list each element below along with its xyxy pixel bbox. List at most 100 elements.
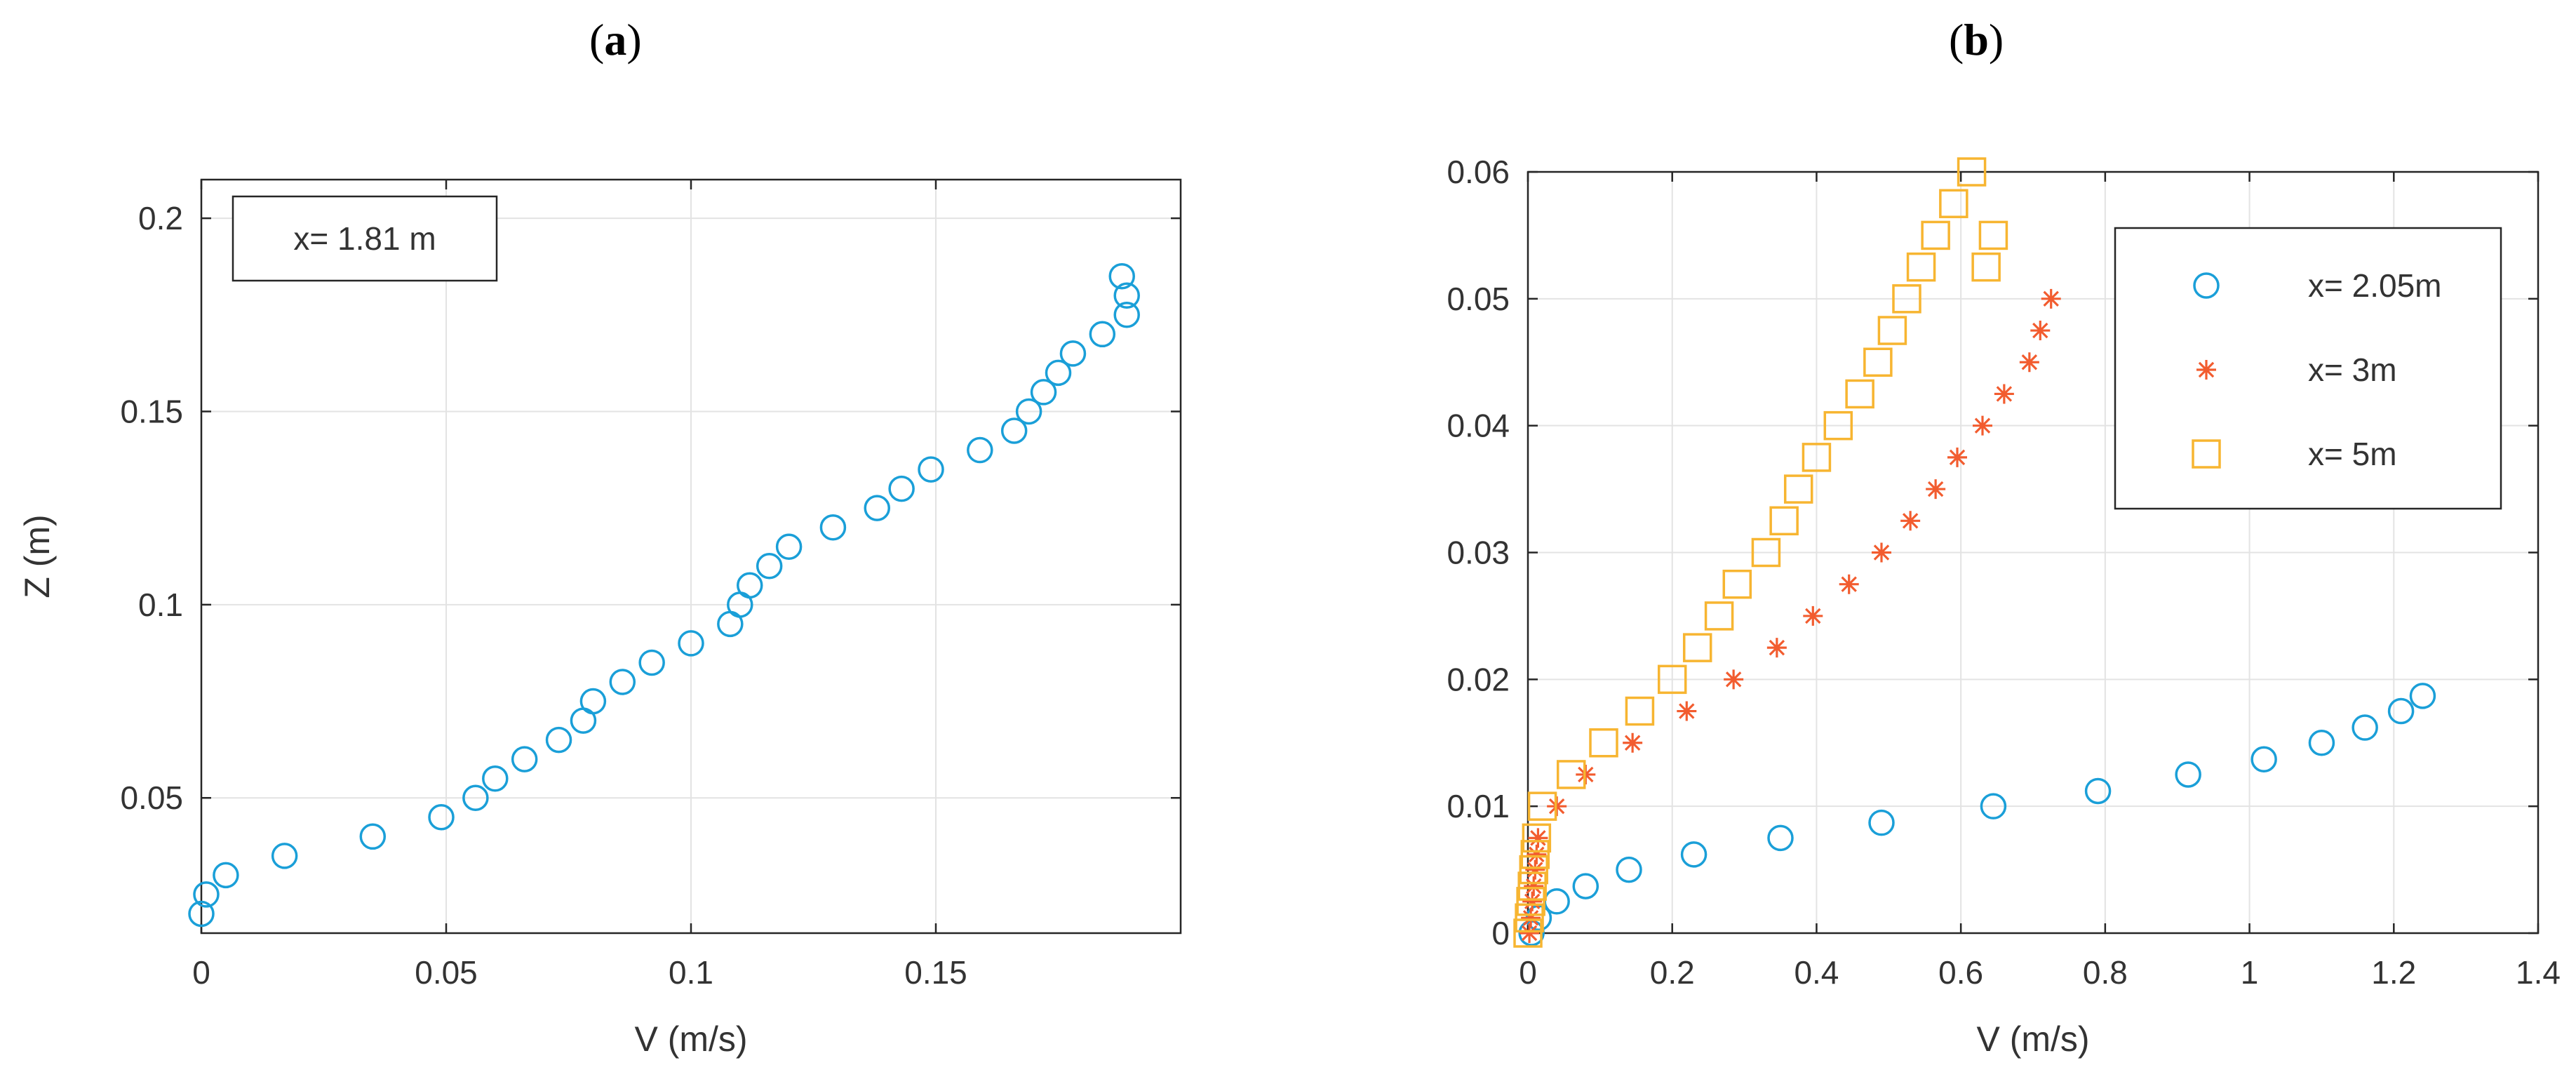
data-point [1802,443,1832,472]
data-point [1839,574,1859,594]
data-point [1556,760,1586,789]
series-x-5m [1513,157,2008,948]
data-point [1783,474,1813,504]
data-point [1524,876,1544,897]
data-point [1978,220,2008,250]
data-point [482,765,509,792]
data-point [2019,352,2039,373]
panel-label-b: (b) [1949,15,2004,65]
chart-a: 0 0.05 0.1 0.15 0.05 0.1 0.15 0.2 V (m/s) Z (m) x=… [18,178,1182,1059]
x-axis-label: V (m/s) [634,1019,747,1059]
series-x-2-05m [1518,683,2436,946]
data-point [1108,262,1135,290]
x-tick-label: 1.4 [2516,954,2561,991]
x-tick-label: 1.2 [2371,954,2416,991]
data-point [2250,746,2277,773]
x-tick-label: 0.6 [1938,954,1983,991]
series-a-0 [188,262,1140,928]
y-tick-label: 0.2 [138,200,183,236]
x-tick-label: 1 [2241,954,2259,991]
y-tick-label: 0.15 [120,393,183,429]
data-point [1513,918,1543,948]
data-point [1892,284,1921,314]
data-point [775,533,803,560]
data-point [1030,379,1057,406]
data-point [1000,417,1028,444]
annotation-text: x= 1.81 m [293,220,436,257]
chart-b: 0 0.2 0.4 0.6 0.8 1 1.2 1.4 0 0.01 0.02 0.03 0.04 0.0… [1447,154,2561,1059]
data-point [864,495,890,521]
data-point [1926,479,1946,500]
panel-letter-a: a [604,15,627,65]
data-point [193,881,220,908]
data-point [819,514,847,541]
legend: x= 2.05m x= 3m x= 5m [2114,227,2502,510]
data-point [511,746,538,772]
x-tick-label: 0.2 [1650,954,1695,991]
data-point [428,804,455,831]
data-point [579,688,607,715]
y-tick-label: 0.05 [1447,281,1510,317]
data-point [1089,321,1116,348]
x-tick-label: 0.05 [415,954,478,991]
y-tick-label: 0.1 [138,587,183,623]
data-point [1059,340,1087,367]
legend-marker [2192,439,2221,469]
x-tick-label: 0 [192,954,210,991]
y-tick-label: 0.03 [1447,535,1510,571]
data-point [2175,761,2201,788]
legend-marker [2196,360,2216,380]
data-point [1724,669,1744,690]
data-point [1682,633,1712,662]
x-tick-label: 0.4 [1794,954,1839,991]
data-point [1113,302,1140,328]
data-point [1522,823,1552,853]
data-point [1589,728,1618,758]
data-point [2084,777,2112,805]
data-point [678,630,704,657]
data-point [1877,316,1907,345]
data-point [2352,714,2378,741]
data-point [1543,888,1570,915]
data-point [188,900,215,928]
y-tick-label: 0.01 [1447,788,1510,824]
y-tick-label: 0 [1491,915,1510,951]
data-point [1939,189,1968,218]
data-point [1767,824,1794,852]
data-point [1520,840,1550,869]
x-tick-label: 0.1 [669,954,713,991]
data-point [1769,506,1799,536]
data-point [1973,415,1992,436]
data-point [1921,220,1950,250]
data-point [1521,908,1541,928]
data-point [1957,157,1987,187]
legend-label: x= 2.05m [2308,267,2442,304]
data-point [1517,871,1547,901]
legend-marker [2193,272,2220,299]
data-point [1872,542,1891,563]
panel-label-a: (a) [589,15,642,65]
data-point [1625,696,1655,726]
data-point [462,784,489,811]
y-axis-label: Z (m) [18,514,57,598]
panel-letter-b: b [1964,15,1989,65]
data-point [1515,903,1544,933]
data-point [1572,873,1599,899]
data-point [1657,664,1687,695]
data-point [1677,701,1697,721]
data-point [213,862,239,889]
data-point [1015,398,1042,425]
data-point [271,843,298,869]
data-point [1520,923,1540,943]
data-point [918,456,944,483]
data-point [1947,447,1967,467]
data-point [1751,537,1781,568]
data-point [1527,791,1557,821]
data-point [638,649,665,676]
x-tick-label: 0.15 [904,954,967,991]
data-point [1980,793,2007,819]
data-point [1522,891,1543,911]
data-point [1680,841,1708,868]
data-point [1823,410,1853,441]
